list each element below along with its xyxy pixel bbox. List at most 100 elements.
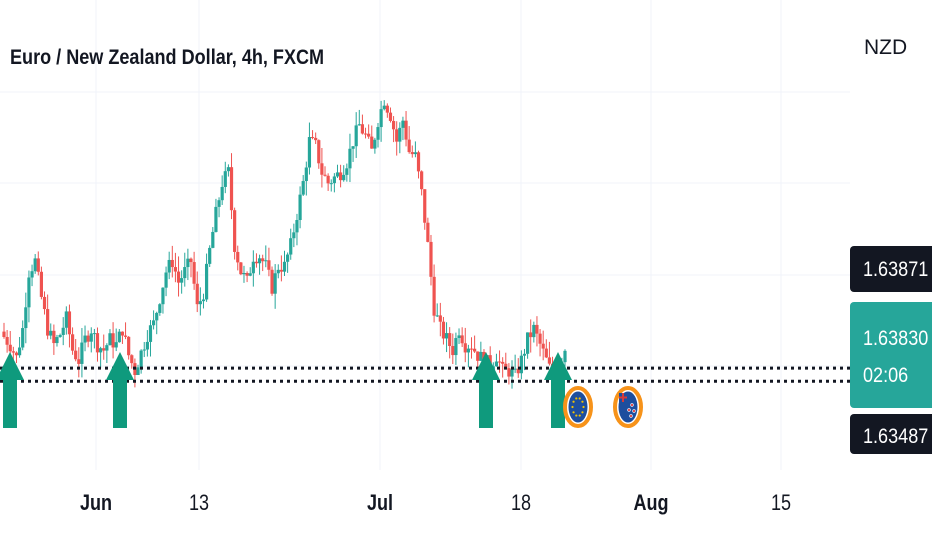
- candle-body: [519, 355, 523, 374]
- candle: [282, 250, 287, 277]
- candle-body: [242, 272, 246, 275]
- candle-body: [33, 258, 37, 272]
- candle: [167, 251, 171, 280]
- candle-body: [120, 331, 125, 336]
- candle: [192, 251, 196, 290]
- last-price-label: 1.63830: [863, 327, 929, 350]
- candle: [226, 164, 230, 177]
- candle-body: [105, 345, 109, 351]
- candle-body: [391, 120, 396, 130]
- candle: [61, 317, 65, 346]
- candle: [304, 161, 308, 196]
- candle: [39, 266, 43, 300]
- candle-body: [466, 348, 470, 353]
- candle-body: [529, 332, 533, 338]
- candle: [454, 332, 458, 365]
- candle: [102, 334, 106, 360]
- candle: [257, 254, 262, 275]
- candle-body: [360, 124, 365, 134]
- candle: [170, 245, 174, 278]
- candle: [201, 293, 206, 309]
- candles: [2, 100, 567, 389]
- candle: [416, 150, 421, 179]
- candle-body: [310, 137, 315, 139]
- candle-body: [239, 262, 243, 275]
- candle-body: [58, 334, 62, 338]
- price-tag-low: 1.63487: [850, 414, 932, 454]
- candle: [55, 334, 59, 347]
- candle: [236, 245, 240, 271]
- x-tick-18: 18: [510, 490, 532, 515]
- candle: [342, 165, 346, 182]
- candle-body: [448, 333, 452, 347]
- candle: [117, 329, 121, 343]
- nz-star-icon: [630, 403, 634, 407]
- candle: [413, 141, 417, 158]
- x-tick-15: 15: [770, 490, 792, 515]
- candle-body: [451, 346, 455, 356]
- candle-body: [173, 267, 178, 272]
- candle-body: [111, 333, 115, 348]
- candle-body: [152, 320, 156, 326]
- candle-body: [233, 210, 237, 252]
- candle: [357, 109, 361, 126]
- candle: [289, 228, 293, 260]
- candle: [30, 264, 34, 287]
- currency-label: NZD: [864, 36, 908, 59]
- candle-body: [2, 331, 6, 337]
- candle-body: [426, 222, 430, 242]
- candle-body: [64, 311, 68, 328]
- candle-body: [382, 105, 386, 110]
- candle-body: [226, 167, 230, 172]
- candle: [326, 173, 330, 191]
- candle-body: [130, 355, 134, 364]
- candle-body: [46, 309, 50, 336]
- candle-body: [351, 146, 355, 149]
- candle-body: [30, 271, 34, 278]
- candle: [114, 328, 118, 352]
- candle: [329, 179, 333, 192]
- candle: [314, 132, 318, 145]
- eu-star-icon: [578, 414, 581, 417]
- candle-body: [504, 363, 508, 369]
- candle-body: [186, 258, 190, 268]
- candle-body: [74, 350, 78, 360]
- candle-body: [8, 344, 12, 352]
- candle: [379, 100, 383, 142]
- candle-body: [70, 334, 75, 351]
- badge-flag: [568, 391, 588, 423]
- candle: [161, 287, 165, 314]
- candle-body: [335, 172, 340, 177]
- candle: [245, 271, 249, 283]
- candle: [504, 352, 508, 369]
- candle-body: [329, 183, 333, 185]
- candle-body: [92, 333, 96, 335]
- candle: [17, 336, 22, 358]
- candle-body: [429, 241, 433, 277]
- candle-body: [257, 258, 262, 264]
- last-price-tag: 1.63830 02:06: [850, 302, 932, 408]
- candle-body: [457, 335, 461, 339]
- candle-body: [345, 168, 349, 175]
- candle: [317, 139, 321, 169]
- candle-body: [5, 336, 9, 345]
- candle-body: [413, 152, 417, 155]
- candle: [367, 124, 371, 139]
- candle: [251, 250, 255, 287]
- candle: [522, 348, 527, 371]
- price-tag-high-label: 1.63871: [863, 258, 929, 281]
- candle-body: [317, 140, 321, 164]
- candle-body: [547, 357, 552, 364]
- candle-body: [145, 341, 149, 350]
- candle: [535, 316, 539, 347]
- candle-body: [513, 368, 517, 370]
- candle: [354, 112, 358, 158]
- candle: [432, 264, 436, 323]
- candle: [70, 327, 75, 355]
- candle: [223, 161, 227, 194]
- candle: [229, 153, 234, 220]
- candle: [120, 331, 125, 344]
- candle: [130, 354, 134, 369]
- candle: [92, 328, 96, 349]
